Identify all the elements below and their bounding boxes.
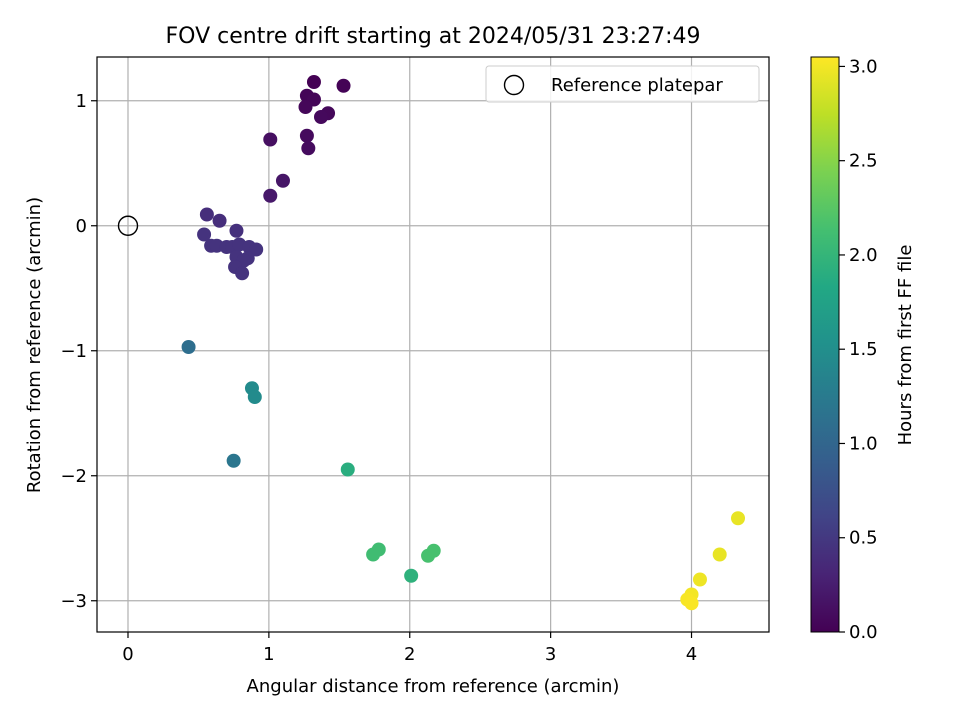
data-point: [298, 100, 313, 114]
x-tick-label: 3: [545, 644, 556, 665]
data-point: [314, 110, 328, 124]
y-tick-label: 0: [76, 216, 87, 237]
colorbar: 0.0 0.5 1.0 1.5 2.0 2.5 3.0 Hours from first F…: [810, 56, 916, 643]
data-point: [199, 207, 214, 222]
legend: Reference platepar: [485, 65, 760, 103]
colorbar-label: Hours from first FF file: [895, 245, 916, 446]
x-tick-label: 4: [686, 644, 697, 665]
legend-box: [485, 65, 760, 103]
x-axis-ticks: 0 1 2 3 4: [122, 632, 697, 665]
y-axis-label: Rotation from reference (arcmin): [24, 197, 45, 493]
y-tick-label: −2: [60, 466, 87, 487]
data-point: [301, 141, 316, 156]
data-point: [299, 128, 314, 143]
reference-platepar-marker: [117, 215, 139, 236]
data-point: [426, 543, 441, 558]
x-axis-label: Angular distance from reference (arcmin): [247, 676, 620, 697]
colorbar-tick-label: 2.5: [849, 151, 878, 172]
y-tick-label: −3: [60, 591, 87, 612]
data-point: [371, 542, 386, 557]
colorbar-tick-label: 2.0: [849, 245, 878, 266]
data-point: [249, 242, 264, 257]
y-tick-label: 1: [76, 91, 87, 112]
chart-title: FOV centre drift starting at 2024/05/31 …: [166, 24, 701, 49]
data-point: [684, 596, 699, 611]
data-point: [731, 511, 746, 526]
data-point: [404, 568, 419, 583]
data-point: [212, 213, 227, 228]
data-point: [235, 266, 250, 281]
data-point: [340, 462, 355, 477]
data-points: [117, 75, 746, 611]
data-point: [226, 453, 241, 468]
colorbar-ticks: 0.0 0.5 1.0 1.5 2.0 2.5 3.0: [839, 56, 878, 643]
x-tick-label: 0: [122, 644, 133, 665]
data-point: [692, 572, 707, 587]
data-point: [263, 132, 278, 147]
data-point: [306, 75, 321, 89]
colorbar-tick-label: 0.0: [849, 622, 878, 643]
y-axis-ticks: −3 −2 −1 0 1: [60, 91, 97, 612]
data-point: [181, 340, 196, 354]
x-tick-label: 2: [404, 644, 415, 665]
data-point: [712, 547, 727, 562]
colorbar-tick-label: 3.0: [849, 56, 878, 77]
colorbar-tick-label: 0.5: [849, 528, 878, 549]
colorbar-tick-label: 1.0: [849, 433, 878, 454]
data-point: [263, 188, 278, 203]
data-point: [336, 78, 351, 93]
colorbar-gradient: [810, 56, 840, 633]
data-point: [197, 227, 212, 242]
data-point: [275, 173, 290, 188]
axes-frame: [96, 56, 770, 633]
y-tick-label: −1: [60, 341, 87, 362]
data-point: [229, 223, 244, 238]
x-tick-label: 1: [263, 644, 274, 665]
legend-label-reference-platepar: Reference platepar: [551, 75, 723, 96]
legend-marker-reference-icon: [503, 74, 525, 96]
colorbar-tick-label: 1.5: [849, 339, 878, 360]
data-point: [247, 390, 262, 404]
